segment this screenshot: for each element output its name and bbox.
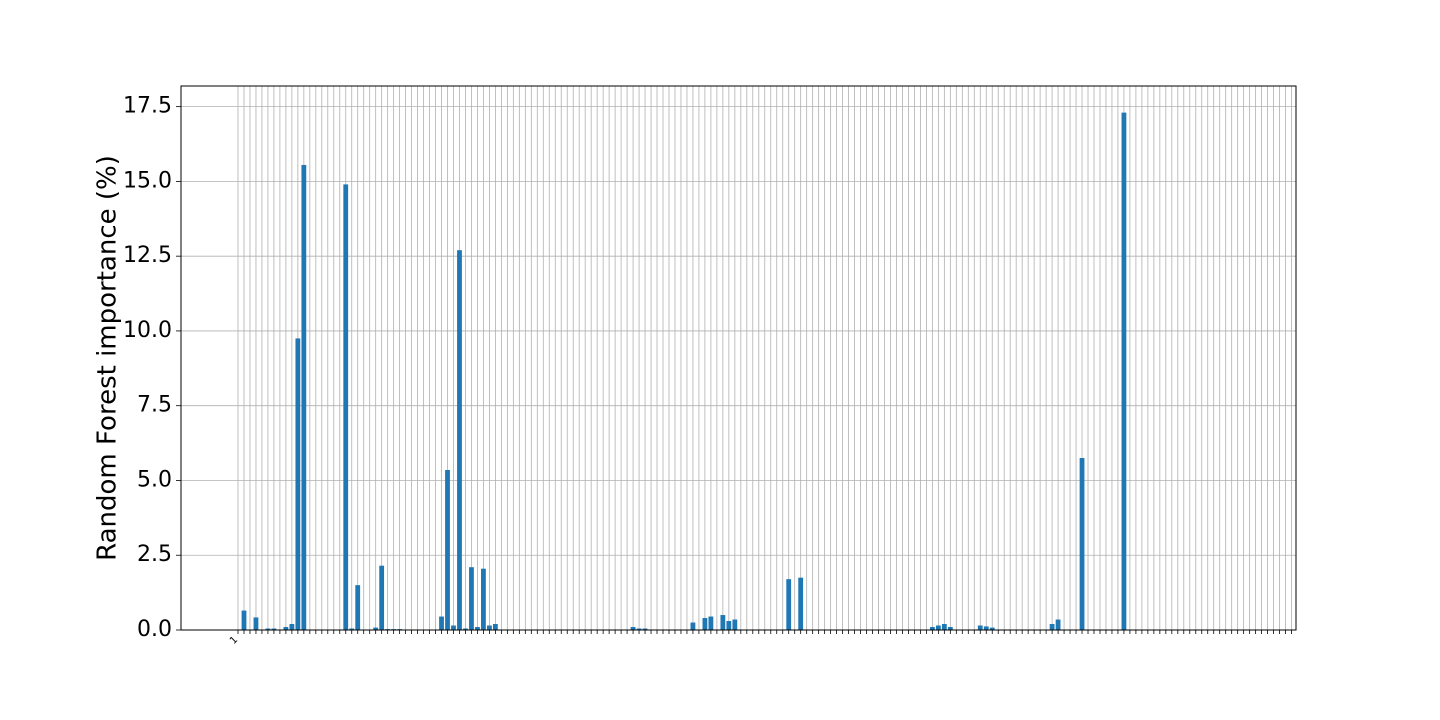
bar [690, 622, 696, 630]
bar [786, 579, 792, 630]
y-tick-label: 17.5 [123, 94, 172, 119]
y-tick-label: 2.5 [137, 542, 172, 567]
bar [935, 625, 941, 630]
bar [1079, 458, 1085, 630]
bar [445, 470, 450, 630]
bar [463, 628, 468, 630]
bar [1055, 619, 1061, 630]
bar [451, 625, 456, 630]
bar [726, 621, 732, 630]
bar [1121, 112, 1127, 630]
bar [708, 616, 714, 630]
y-tick-label: 7.5 [137, 393, 172, 418]
bar [630, 627, 636, 630]
bar [349, 628, 355, 630]
bar [1049, 624, 1055, 630]
bar [289, 624, 295, 630]
bar [355, 585, 361, 630]
bar [481, 568, 486, 630]
bar [343, 184, 349, 630]
bar [798, 577, 804, 630]
bar [283, 627, 289, 630]
bar [295, 338, 301, 630]
plot-frame [180, 85, 1297, 631]
y-tick-label: 10.0 [123, 318, 172, 343]
bar [636, 628, 642, 630]
bar [493, 624, 498, 630]
bar [732, 619, 738, 630]
grid [181, 86, 1296, 631]
bar [983, 626, 989, 630]
bar [439, 616, 444, 630]
bar [720, 615, 726, 630]
bar [977, 625, 983, 630]
y-tick-label: 5.0 [137, 467, 172, 492]
bar [469, 567, 474, 630]
bar [265, 628, 271, 630]
bar [702, 618, 708, 630]
bar [271, 628, 277, 630]
y-axis-label: Random Forest importance (%) [93, 155, 123, 561]
bar [947, 627, 953, 630]
bar [379, 565, 385, 630]
bar [241, 610, 247, 630]
y-tick-label: 15.0 [123, 168, 172, 193]
bar [253, 617, 259, 630]
bar [457, 250, 462, 630]
y-tick-label: 12.5 [123, 243, 172, 268]
bar [301, 164, 307, 630]
y-tick-label: 0.0 [137, 617, 172, 642]
bar [373, 627, 379, 630]
bar [642, 628, 648, 630]
bar [487, 625, 492, 630]
bar [941, 624, 947, 630]
bar [989, 627, 995, 630]
x-tick-label: 1 [228, 634, 240, 646]
bar [475, 627, 480, 630]
bar [929, 627, 935, 630]
